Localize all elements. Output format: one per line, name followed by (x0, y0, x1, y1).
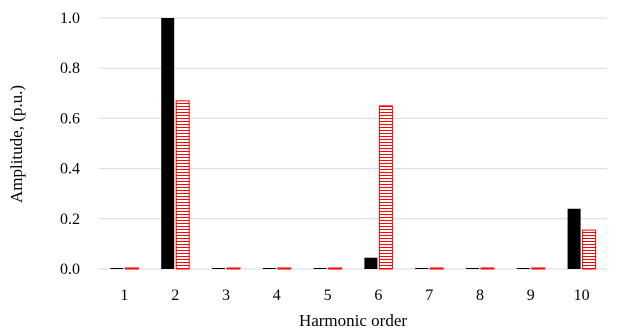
bar-series-2 (582, 229, 597, 270)
gridlines (99, 17, 607, 270)
y-tick-label: 0.2 (60, 211, 80, 228)
y-tick-label: 0.4 (60, 161, 80, 178)
y-tick-label: 0.0 (60, 261, 80, 278)
x-tick-label: 6 (374, 287, 382, 304)
bar-series-1 (161, 18, 175, 269)
bar-series-1 (212, 268, 225, 269)
bar-series-2 (226, 267, 241, 270)
bar-series-1 (262, 268, 276, 269)
bar-series-2 (429, 267, 444, 270)
bar-series-2 (378, 105, 393, 270)
x-tick-label: 5 (324, 287, 332, 304)
bar-series-1 (110, 268, 124, 269)
bar-series-2 (328, 267, 343, 270)
bar-series-2 (277, 267, 292, 270)
bar-series-2 (175, 100, 190, 270)
x-tick-label: 8 (476, 287, 484, 304)
y-axis-ticks: 0.0 0.2 0.4 0.6 0.8 1.0 (60, 10, 80, 278)
y-tick-label: 1.0 (60, 10, 80, 27)
bar-series-2 (531, 267, 546, 270)
bar-series-1 (313, 268, 327, 269)
x-tick-label: 9 (527, 287, 535, 304)
x-tick-label: 3 (222, 287, 230, 304)
x-tick-label: 1 (120, 287, 128, 304)
y-tick-label: 0.8 (60, 60, 80, 77)
bar-series-2 (124, 267, 139, 270)
bar-series-1 (415, 268, 429, 269)
x-tick-label: 7 (425, 287, 433, 304)
bar-series-1 (364, 257, 378, 269)
x-tick-label: 10 (574, 287, 590, 304)
x-tick-label: 2 (171, 287, 179, 304)
y-axis-title: Amplitude, (p.u.) (7, 85, 26, 203)
y-tick-label: 0.6 (60, 110, 80, 127)
x-axis-title: Harmonic order (299, 311, 407, 330)
bar-series-2 (480, 267, 495, 270)
x-axis-ticks: 1 2 3 4 5 6 7 8 9 10 (120, 287, 589, 304)
bar-series-1 (466, 268, 479, 269)
bar-series-1 (567, 208, 581, 269)
bars (110, 18, 597, 270)
x-tick-label: 4 (273, 287, 281, 304)
bar-series-1 (516, 268, 530, 269)
